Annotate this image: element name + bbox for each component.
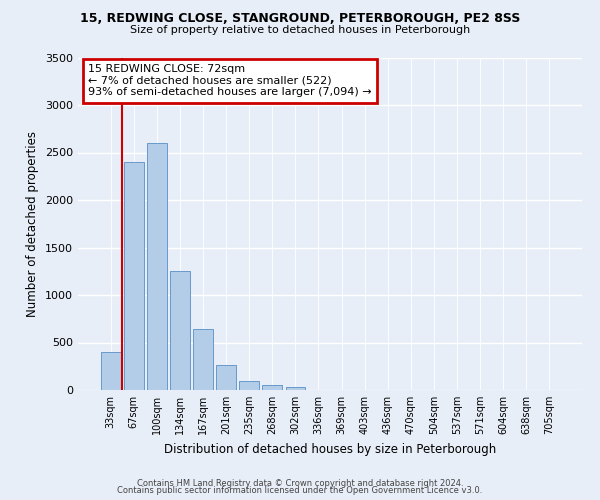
X-axis label: Distribution of detached houses by size in Peterborough: Distribution of detached houses by size … bbox=[164, 442, 496, 456]
Bar bbox=[101, 352, 121, 390]
Bar bbox=[147, 143, 167, 390]
Y-axis label: Number of detached properties: Number of detached properties bbox=[26, 130, 40, 317]
Bar bbox=[239, 380, 259, 390]
Bar bbox=[124, 162, 143, 390]
Text: Contains public sector information licensed under the Open Government Licence v3: Contains public sector information licen… bbox=[118, 486, 482, 495]
Bar bbox=[286, 387, 305, 390]
Bar bbox=[193, 329, 213, 390]
Text: Contains HM Land Registry data © Crown copyright and database right 2024.: Contains HM Land Registry data © Crown c… bbox=[137, 478, 463, 488]
Text: 15 REDWING CLOSE: 72sqm
← 7% of detached houses are smaller (522)
93% of semi-de: 15 REDWING CLOSE: 72sqm ← 7% of detached… bbox=[88, 64, 372, 98]
Text: Size of property relative to detached houses in Peterborough: Size of property relative to detached ho… bbox=[130, 25, 470, 35]
Bar bbox=[170, 271, 190, 390]
Bar bbox=[217, 366, 236, 390]
Bar bbox=[262, 385, 282, 390]
Text: 15, REDWING CLOSE, STANGROUND, PETERBOROUGH, PE2 8SS: 15, REDWING CLOSE, STANGROUND, PETERBORO… bbox=[80, 12, 520, 26]
